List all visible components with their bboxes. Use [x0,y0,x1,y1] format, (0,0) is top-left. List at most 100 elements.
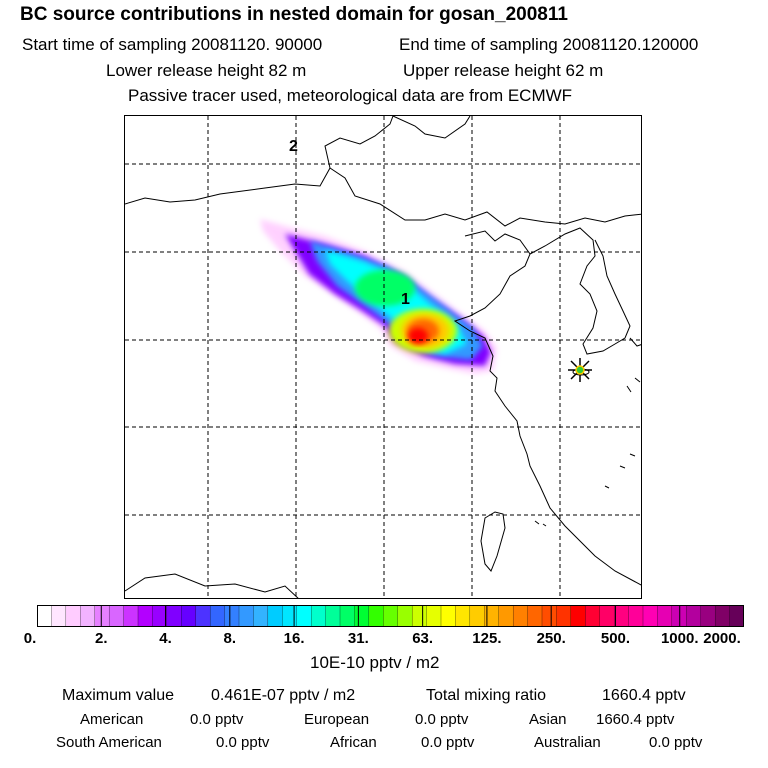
upper-release-height: Upper release height 62 m [403,61,604,80]
total-mixing-value: 1660.4 pptv [602,687,686,704]
african-value: 0.0 pptv [421,734,475,751]
mongolia-border [125,116,394,205]
australian-label: Australian [534,734,601,751]
receptor-star-icon [568,358,592,382]
map-svg: 2 1 [125,116,641,598]
colorbar-tick-label: 63. [412,630,434,647]
south-american-label: South American [56,734,162,751]
colorbar-cell [253,605,269,627]
map-label-1: 1 [401,291,410,308]
colorbar-cell [628,605,644,627]
colorbar-cell [729,605,744,627]
japan-coast [626,337,641,393]
colorbar-cell [325,605,341,627]
colorbar-cell [527,605,543,627]
colorbar-cell [383,605,399,627]
colorbar-cell [512,605,529,627]
ryukyu-islands [604,453,636,489]
european-label: European [304,711,370,728]
colorbar-tick-label: 2000. [703,630,741,647]
lat-lon-grid [125,116,641,598]
colorbar-cell [570,605,587,627]
colorbar-cell [209,605,226,627]
colorbar-tick-label: 125. [472,630,502,647]
african-label: African [330,734,377,751]
colorbar-cell [469,605,486,627]
colorbar-cell [310,605,327,627]
colorbar [37,605,744,627]
colorbar-cell [37,605,53,627]
colorbar-cell [556,605,572,627]
colorbar-cell [498,605,514,627]
colorbar-cell [700,605,716,627]
colorbar-tick-label: 16. [283,630,305,647]
colorbar-unit: 10E-10 pptv / m2 [310,653,440,672]
colorbar-cell [339,605,356,627]
plume-layer-green [355,270,415,306]
colorbar-cell [455,605,471,627]
colorbar-cell [657,605,673,627]
plume [260,219,497,374]
american-label: American [80,711,144,728]
colorbar-cell [411,605,428,627]
south-american-value: 0.0 pptv [216,734,270,751]
colorbar-cell [224,605,240,627]
european-value: 0.0 pptv [415,711,469,728]
colorbar-cell [296,605,312,627]
asian-label: Asian [529,711,567,728]
colorbar-tick-label: 31. [347,630,369,647]
taiwan [480,511,506,572]
colorbar-cell [238,605,255,627]
colorbar-tick-label: 1000. [660,630,699,647]
colorbar-tick-label: 4. [159,630,172,647]
coastlines [125,116,641,598]
yellow-sea-islands [534,520,547,527]
colorbar-cell [368,605,385,627]
colorbar-cell [686,605,702,627]
korea-coast [529,227,631,355]
colorbar-cell [195,605,211,627]
max-value-label: Maximum value [62,687,175,704]
colorbar-cell [123,605,139,627]
colorbar-cell [166,605,183,627]
colorbar-tick-label: 8. [223,630,237,647]
map-label-2: 2 [289,138,298,155]
colorbar-tick-label: 500. [600,630,631,647]
colorbar-cell [137,605,154,627]
colorbar-cell [80,605,96,627]
lower-release-height: Lower release height 82 m [106,61,307,80]
colorbar-cell [541,605,558,627]
colorbar-cell [267,605,284,627]
asian-value: 1660.4 pptv [596,711,675,728]
colorbar-cell [282,605,298,627]
american-value: 0.0 pptv [190,711,244,728]
colorbar-cell [440,605,457,627]
colorbar-cell [181,605,197,627]
australian-value: 0.0 pptv [649,734,703,751]
colorbar-cell [642,605,659,627]
plume-layer-red [408,328,428,344]
colorbar-cell [585,605,601,627]
total-mixing-label: Total mixing ratio [426,687,547,704]
colorbar-cell [397,605,413,627]
colorbar-tick-label: 0. [23,630,37,647]
figure-title: BC source contributions in nested domain… [20,4,568,25]
colorbar-cell [354,605,370,627]
china-coast [392,116,641,586]
south-border [125,573,299,598]
colorbar-tick-label: 250. [536,630,566,647]
colorbar-cell [714,605,731,627]
colorbar-cell [613,605,630,627]
tracer-info: Passive tracer used, meteorological data… [128,86,573,105]
colorbar-cell [94,605,110,627]
colorbar-cell [108,605,125,627]
colorbar-cell [65,605,82,627]
inner-border [329,167,641,227]
colorbar-cell [51,605,67,627]
colorbar-cell [426,605,442,627]
start-time: Start time of sampling 20081120. 90000 [22,35,323,54]
end-time: End time of sampling 20081120.120000 [399,35,699,54]
colorbar-cell [599,605,615,627]
colorbar-tick-label: 2. [95,630,108,647]
map-panel: 2 1 [124,115,642,599]
